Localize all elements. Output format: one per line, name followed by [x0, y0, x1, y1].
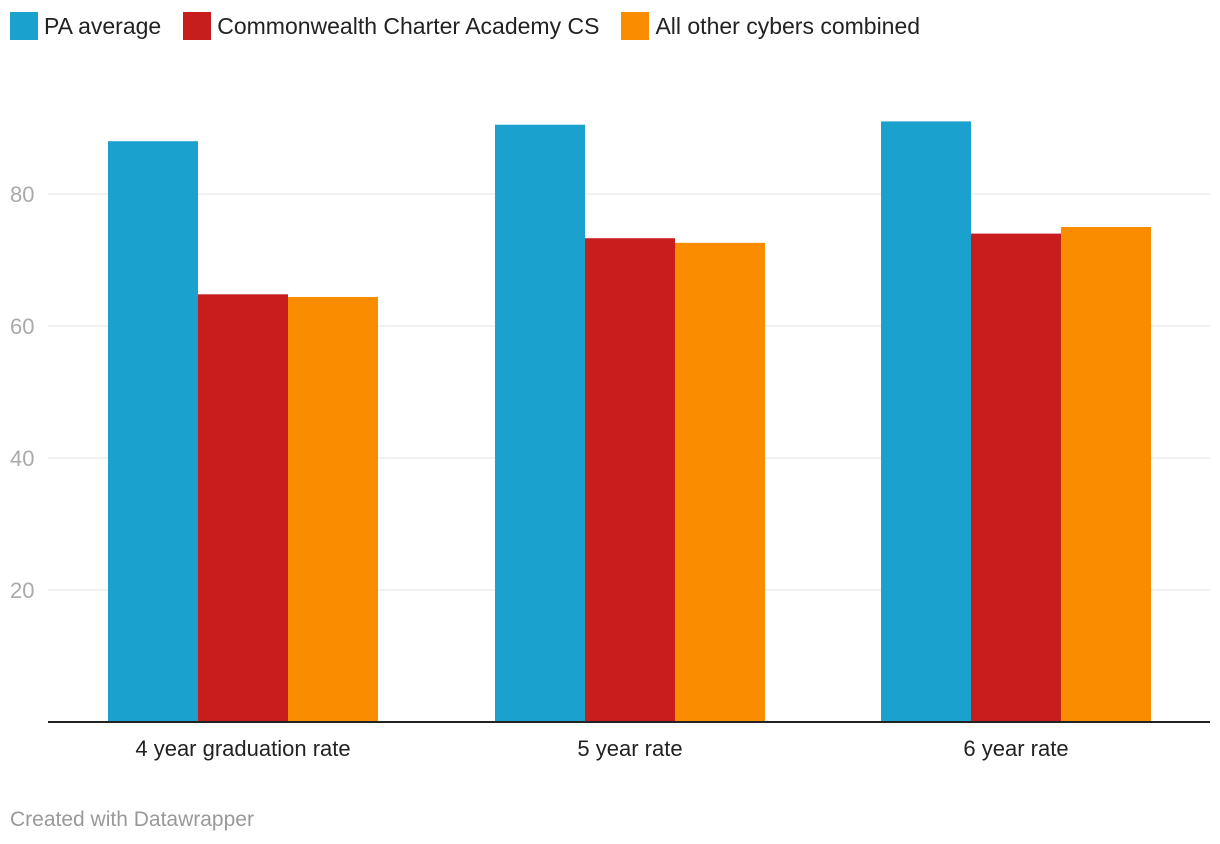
legend-swatch-commonwealth [183, 12, 212, 40]
legend-label-commonwealth: Commonwealth Charter Academy CS [217, 12, 600, 39]
bar-3-series-2 [971, 233, 1061, 722]
y-tick-label-80: 80 [10, 182, 34, 207]
legend-item-commonwealth: Commonwealth Charter Academy CS [183, 12, 599, 40]
y-tick-label-20: 20 [10, 578, 34, 603]
bar-2-series-1 [495, 124, 585, 722]
bar-3-series-3 [1061, 227, 1151, 722]
y-tick-label-40: 40 [10, 446, 34, 471]
footer-credit: Created with Datawrapper [10, 808, 254, 831]
chart-legend: PA average Commonwealth Charter Academy … [10, 12, 942, 40]
x-category-label-3: 6 year rate [963, 736, 1068, 761]
bar-2-series-3 [675, 242, 765, 722]
legend-item-other-cybers: All other cybers combined [621, 12, 920, 40]
legend-swatch-pa-average [10, 12, 38, 40]
legend-label-other-cybers: All other cybers combined [655, 12, 921, 39]
legend-label-pa-average: PA average [44, 12, 162, 39]
bar-3-series-1 [881, 121, 971, 722]
bar-1-series-3 [288, 296, 378, 722]
x-category-label-2: 5 year rate [577, 736, 682, 761]
x-category-label-1: 4 year graduation rate [135, 736, 350, 761]
bar-chart: 20 40 60 80 4 year graduation rate 5 year rat… [10, 121, 1210, 761]
legend-swatch-other-cybers [621, 12, 650, 40]
bar-2-series-2 [585, 238, 675, 722]
legend-item-pa-average: PA average [10, 12, 161, 40]
y-tick-label-60: 60 [10, 314, 34, 339]
bar-1-series-1 [108, 141, 198, 722]
bar-1-series-2 [198, 294, 288, 722]
